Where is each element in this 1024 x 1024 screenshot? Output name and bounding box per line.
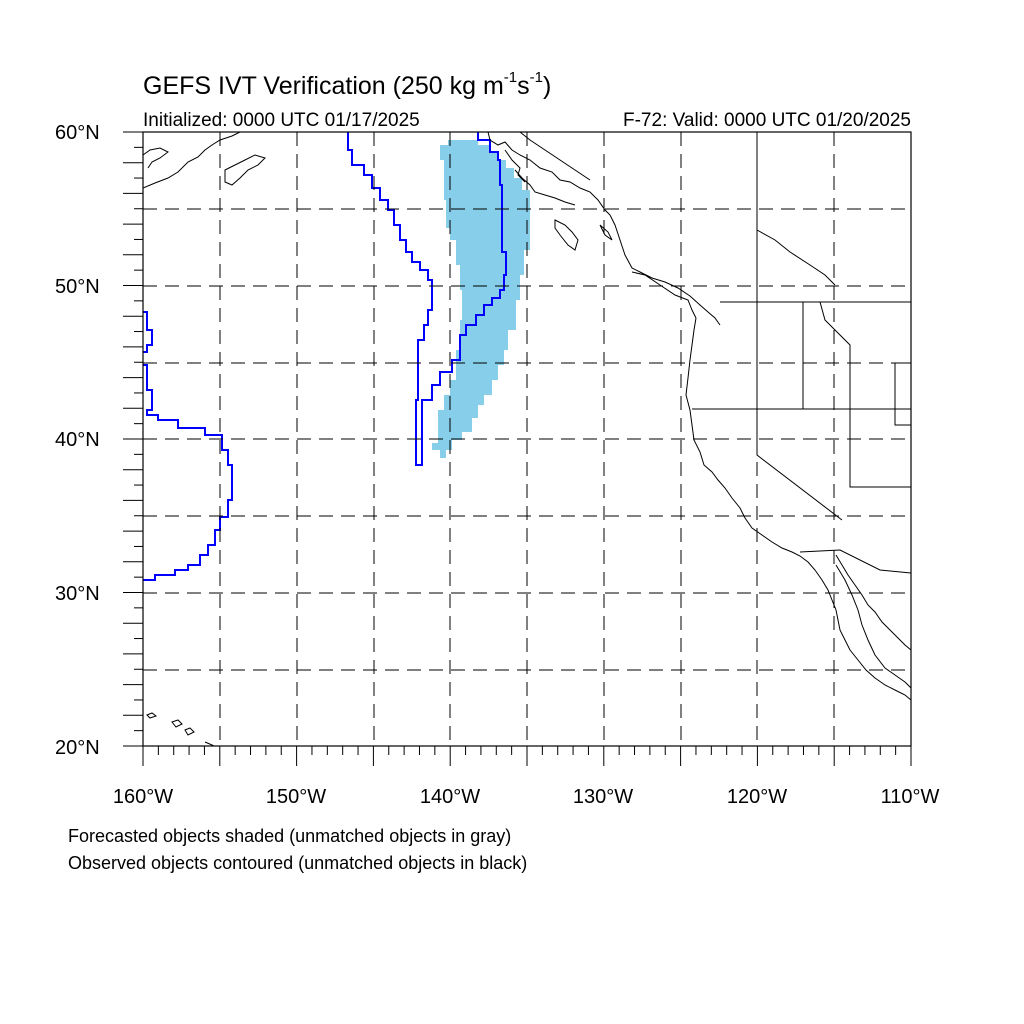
lat-label-20n: 20°N xyxy=(55,737,100,759)
coastlines xyxy=(143,132,911,746)
legend-note-forecast: Forecasted objects shaded (unmatched obj… xyxy=(68,826,512,846)
forecast-ivt-object xyxy=(432,140,530,458)
lon-label-110w: 110°W xyxy=(880,786,940,808)
map-title: GEFS IVT Verification (250 kg m-1s-1) xyxy=(143,69,552,100)
lon-label-130w: 130°W xyxy=(572,786,634,808)
bc-coast xyxy=(609,214,721,326)
hawaii-islands xyxy=(146,712,216,746)
observed-contour-central xyxy=(347,132,507,466)
lat-label-40n: 40°N xyxy=(55,429,100,451)
graticule xyxy=(143,132,911,746)
lon-label-150w: 150°W xyxy=(265,786,327,808)
lat-label-50n: 50°N xyxy=(55,276,100,298)
valid-time: F-72: Valid: 0000 UTC 01/20/2025 xyxy=(623,110,911,131)
state-borders xyxy=(692,132,911,574)
forecast-object-fill xyxy=(432,140,530,458)
lon-label-140w: 140°W xyxy=(419,786,481,808)
legend-note-observed: Observed objects contoured (unmatched ob… xyxy=(68,853,528,873)
axis-ticks xyxy=(123,131,912,766)
alaska-coast xyxy=(143,132,613,251)
initialized-time: Initialized: 0000 UTC 01/17/2025 xyxy=(143,110,420,131)
lat-label-30n: 30°N xyxy=(55,583,100,605)
observed-contour-west xyxy=(143,311,233,581)
baja-coast xyxy=(835,554,911,689)
lat-label-60n: 60°N xyxy=(55,122,100,144)
lon-label-160w: 160°W xyxy=(112,786,174,808)
lon-label-120w: 120°W xyxy=(726,786,788,808)
us-west-coast xyxy=(685,317,911,701)
observed-object-contours xyxy=(143,132,507,581)
plot-frame xyxy=(142,131,912,747)
